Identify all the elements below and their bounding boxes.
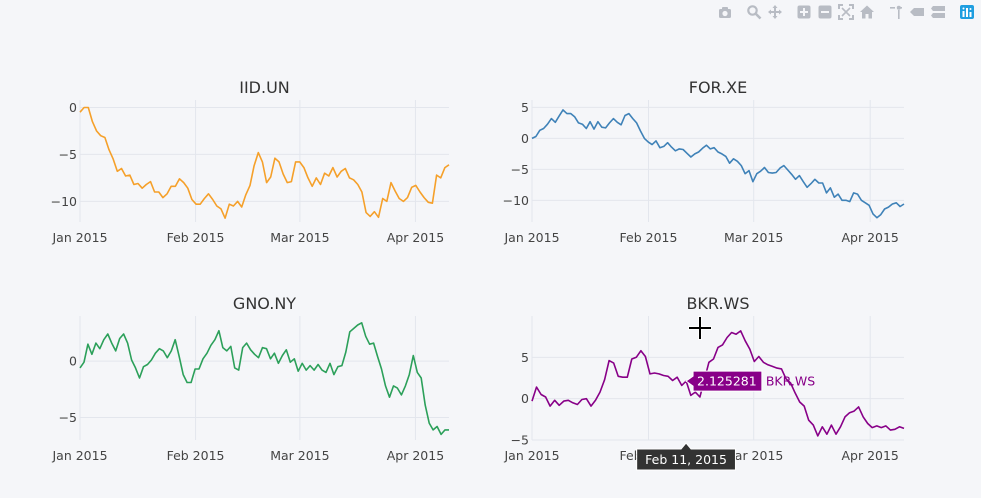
modebar <box>714 2 977 22</box>
home-icon <box>859 5 874 19</box>
pan-icon <box>767 5 782 19</box>
spike-button[interactable] <box>885 2 906 22</box>
camera-button[interactable] <box>714 2 735 22</box>
plotly-logo-icon <box>959 5 974 19</box>
hover-closest-button[interactable] <box>906 2 927 22</box>
zoom-button[interactable] <box>743 2 764 22</box>
chart-panel-gno-ny: Jan 2015 Feb 2015 Mar 2015 Apr 2015 0 −5 GNO.N… <box>51 294 449 463</box>
plotly-logo-button[interactable] <box>956 2 977 22</box>
y-tick-label: 5 <box>521 350 529 365</box>
hover-compare-button[interactable] <box>927 2 948 22</box>
autoscale-icon <box>837 4 854 20</box>
x-tick-label: Feb 2015 <box>167 230 225 245</box>
x-tick-label: Apr 2015 <box>387 448 444 463</box>
y-tick-label: −5 <box>59 147 77 162</box>
x-tick-label: Feb 2015 <box>167 448 225 463</box>
pan-button[interactable] <box>764 2 785 22</box>
zoom-out-button[interactable] <box>814 2 835 22</box>
x-tick-label: Feb 2015 <box>620 230 678 245</box>
x-tick-label: Mar 2015 <box>724 448 783 463</box>
chart-panel-iid-un: Jan 2015 Feb 2015 Mar 2015 Apr 2015 0 −5 −10 II… <box>51 78 450 245</box>
x-tick-label: Apr 2015 <box>387 230 444 245</box>
y-tick-label: 0 <box>521 391 529 406</box>
hover-compare-icon <box>930 6 945 18</box>
series-line-gno-ny[interactable] <box>79 321 449 436</box>
x-tick-label: Mar 2015 <box>270 230 329 245</box>
camera-icon <box>718 7 731 18</box>
hover-value-label: 2.125281 <box>697 374 757 389</box>
y-tick-label: −5 <box>511 433 529 448</box>
chart-title: FOR.XE <box>689 78 748 97</box>
y-tick-label: −10 <box>503 193 529 208</box>
x-tick-label: Jan 2015 <box>51 230 107 245</box>
series-line-bkr-ws[interactable] <box>531 330 905 437</box>
crosshair-cursor-icon <box>688 316 712 340</box>
chart-title: GNO.NY <box>233 294 296 313</box>
x-tick-label: Mar 2015 <box>270 448 329 463</box>
series-line-iid-un[interactable] <box>79 106 450 219</box>
series-line-for-xe[interactable] <box>531 109 905 219</box>
y-tick-label: 0 <box>69 354 77 369</box>
x-tick-label: Jan 2015 <box>503 230 559 245</box>
autoscale-button[interactable] <box>835 2 856 22</box>
hover-closest-icon <box>909 8 924 16</box>
chart-title: IID.UN <box>239 78 290 97</box>
hover-value-box <box>685 370 763 392</box>
x-tick-label: Apr 2015 <box>841 448 898 463</box>
chart-panel-for-xe: Jan 2015 Feb 2015 Mar 2015 Apr 2015 5 0 −5 −10 F… <box>503 78 905 245</box>
zoom-icon <box>746 5 761 20</box>
chart-title: BKR.WS <box>686 294 749 313</box>
spike-icon <box>889 5 902 19</box>
y-tick-label: −5 <box>59 410 77 425</box>
zoom-out-icon <box>818 5 831 19</box>
x-tick-label: Jan 2015 <box>503 448 559 463</box>
y-tick-label: 0 <box>69 100 77 115</box>
y-tick-label: 0 <box>521 131 529 146</box>
zoom-in-icon <box>797 5 810 19</box>
hover-date-label: Feb 11, 2015 <box>645 452 727 467</box>
x-tick-label: Mar 2015 <box>724 230 783 245</box>
x-tick-label: Jan 2015 <box>51 448 107 463</box>
hover-trace-label: BKR.WS <box>766 374 815 389</box>
home-button[interactable] <box>856 2 877 22</box>
x-tick-label: Apr 2015 <box>841 230 898 245</box>
zoom-in-button[interactable] <box>793 2 814 22</box>
hover-layer: 2.125281 BKR.WS Feb 11, 2015 <box>636 370 815 471</box>
y-tick-label: −5 <box>511 162 529 177</box>
y-tick-label: 5 <box>521 100 529 115</box>
hover-date-box <box>636 442 736 471</box>
y-tick-label: −10 <box>51 194 77 209</box>
